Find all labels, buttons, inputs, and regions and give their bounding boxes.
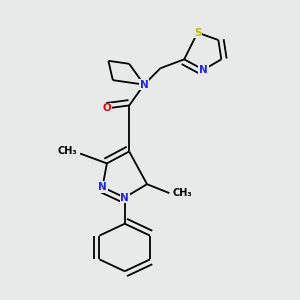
Text: O: O	[103, 103, 111, 113]
Text: N: N	[120, 193, 129, 202]
Text: N: N	[199, 65, 208, 75]
Text: S: S	[194, 28, 201, 38]
Text: CH₃: CH₃	[172, 188, 192, 198]
Text: CH₃: CH₃	[58, 146, 77, 156]
Text: N: N	[140, 80, 148, 90]
Text: N: N	[98, 182, 107, 192]
